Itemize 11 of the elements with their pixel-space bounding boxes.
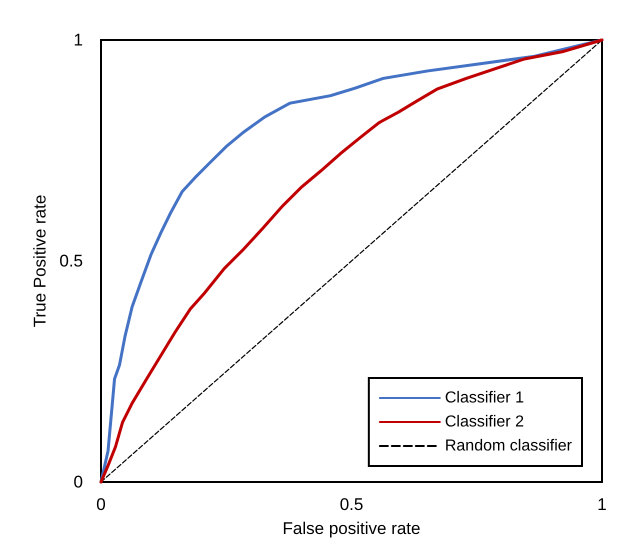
x-tick-label: 0 [96, 495, 106, 514]
y-tick-label: 0.5 [59, 252, 83, 270]
x-axis-title: False positive rate [282, 519, 420, 538]
x-tick-label: 0.5 [340, 495, 364, 514]
x-tick-label: 1 [597, 495, 607, 514]
y-tick-label: 1 [74, 30, 83, 50]
y-tick-label: 0 [74, 472, 83, 492]
y-axis-title: True Positive rate [30, 194, 50, 328]
legend-label: Classifier 2 [444, 414, 524, 430]
legend-label: Random classifier [444, 438, 573, 454]
legend-label: Classifier 1 [444, 390, 524, 406]
